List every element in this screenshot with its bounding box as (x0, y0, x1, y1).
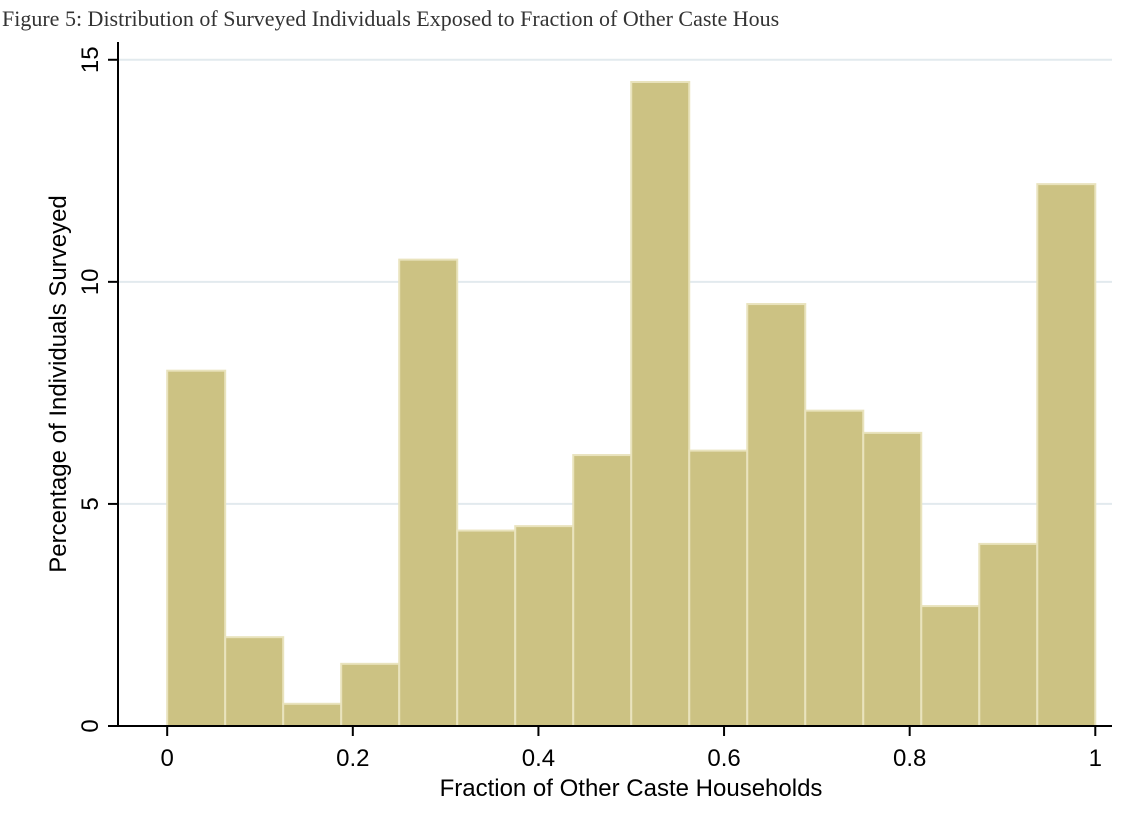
bar (630, 80, 691, 728)
x-tick-label: 0 (161, 745, 174, 772)
y-tick-label: 5 (77, 497, 104, 510)
x-tick-label: 1 (1089, 745, 1102, 772)
x-tick-label: 0.2 (336, 745, 369, 772)
chart-title: Figure 5: Distribution of Surveyed Indiv… (2, 6, 779, 31)
bar (398, 258, 459, 727)
y-tick-label: 10 (77, 268, 104, 295)
bar (166, 369, 227, 727)
bar (282, 702, 343, 728)
x-tick-label: 0.8 (893, 745, 926, 772)
y-tick-label: 0 (77, 719, 104, 732)
bar (746, 303, 807, 727)
bar (1036, 183, 1097, 727)
bar (862, 431, 923, 727)
bar (224, 636, 285, 727)
bar (572, 454, 633, 727)
bar (920, 605, 981, 728)
y-axis-label: Percentage of Individuals Surveyed (45, 195, 72, 573)
bar (340, 662, 401, 727)
bar (514, 525, 575, 728)
bar (804, 409, 865, 727)
bar (456, 529, 517, 727)
bar (688, 449, 749, 727)
bar (978, 542, 1039, 728)
x-tick-label: 0.6 (707, 745, 740, 772)
y-tick-label: 15 (77, 46, 104, 73)
x-tick-label: 0.4 (522, 745, 555, 772)
x-axis-label: Fraction of Other Caste Households (440, 775, 823, 802)
